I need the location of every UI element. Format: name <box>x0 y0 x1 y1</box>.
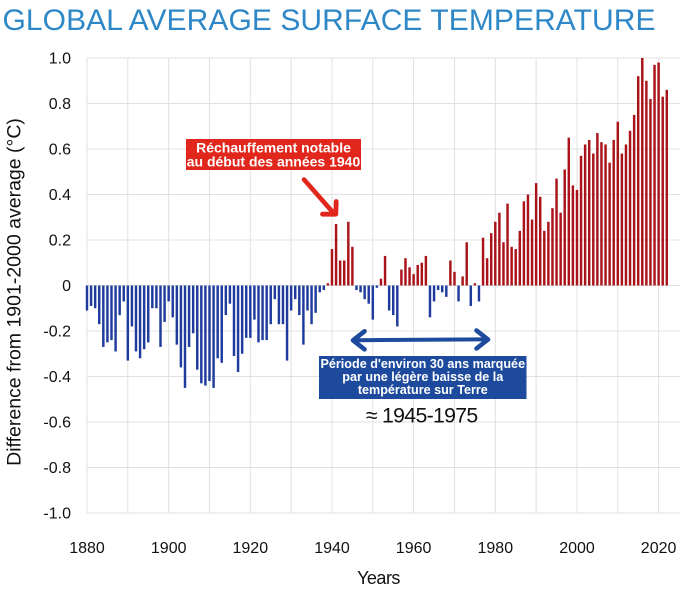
svg-text:au début des années 1940: au début des années 1940 <box>187 154 361 170</box>
svg-text:2000: 2000 <box>559 540 595 557</box>
svg-text:Réchauffement notable: Réchauffement notable <box>196 140 351 156</box>
svg-text:≈ 1945-1975: ≈ 1945-1975 <box>366 404 478 428</box>
svg-text:1980: 1980 <box>478 540 514 557</box>
svg-text:Years: Years <box>357 568 400 588</box>
svg-text:0.6: 0.6 <box>49 142 71 159</box>
svg-text:1.0: 1.0 <box>49 51 71 68</box>
svg-text:-0.2: -0.2 <box>43 324 71 341</box>
svg-text:0: 0 <box>62 278 71 295</box>
svg-text:-0.8: -0.8 <box>43 460 71 477</box>
svg-text:0.2: 0.2 <box>49 233 71 250</box>
svg-text:1960: 1960 <box>396 540 432 557</box>
svg-text:1940: 1940 <box>314 540 350 557</box>
svg-text:-0.6: -0.6 <box>43 415 71 432</box>
svg-text:par une légère baisse de la: par une légère baisse de la <box>342 370 504 384</box>
svg-text:Difference from 1901-2000 aver: Difference from 1901-2000 average (°C) <box>4 118 26 466</box>
svg-text:0.8: 0.8 <box>49 96 71 113</box>
svg-text:2020: 2020 <box>641 540 677 557</box>
svg-text:1900: 1900 <box>151 540 187 557</box>
svg-text:1920: 1920 <box>233 540 269 557</box>
svg-text:Période d'environ 30 ans marqu: Période d'environ 30 ans marquée <box>321 357 526 371</box>
svg-text:1880: 1880 <box>69 540 105 557</box>
svg-text:GLOBAL AVERAGE SURFACE TEMPERA: GLOBAL AVERAGE SURFACE TEMPERATURE <box>3 4 656 37</box>
svg-text:0.4: 0.4 <box>49 187 71 204</box>
svg-text:température sur Terre: température sur Terre <box>358 383 488 397</box>
svg-text:-1.0: -1.0 <box>43 506 71 523</box>
svg-text:-0.4: -0.4 <box>43 369 71 386</box>
